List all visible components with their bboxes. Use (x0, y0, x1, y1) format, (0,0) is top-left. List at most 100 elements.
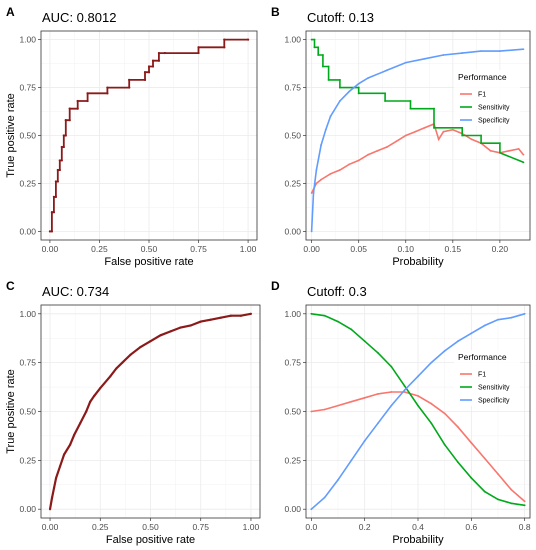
series-point-sensitivity (313, 46, 316, 49)
plot-marks (48, 38, 250, 233)
series-point-f1 (451, 128, 454, 131)
series-point-specificity (310, 230, 313, 233)
roc-point (69, 443, 72, 446)
y-tick-label: 0.00 (19, 226, 36, 236)
panel-b: B Cutoff: 0.13 0.00 0.05 0.10 0.15 0.20 0.00 0.2… (271, 5, 531, 268)
series-point-f1 (350, 400, 353, 403)
x-tick-label: 0.10 (397, 244, 414, 254)
roc-point (64, 119, 67, 122)
y-tick-label: 0.50 (284, 131, 301, 141)
series-point-sensitivity (483, 490, 486, 493)
y-tick-label: 0.50 (19, 131, 36, 141)
series-point-f1 (457, 426, 459, 429)
series-point-sensitivity (327, 65, 330, 68)
x-tick-label: 0.50 (142, 522, 159, 532)
x-tick-label: 0.15 (445, 244, 462, 254)
series-point-f1 (404, 134, 407, 137)
series-point-sensitivity (377, 351, 379, 354)
series-point-f1 (377, 393, 379, 395)
panel-title: Cutoff: 0.3 (307, 284, 367, 299)
roc-point (50, 496, 54, 499)
series-point-f1 (497, 473, 499, 475)
roc-point (143, 71, 147, 74)
legend-label-sensitivity: Sensitivity (478, 385, 510, 392)
roc-point (50, 230, 53, 233)
series-point-specificity (348, 90, 351, 93)
series-point-sensitivity (470, 477, 473, 479)
roc-point (147, 71, 151, 74)
roc-point (139, 345, 142, 349)
series-point-f1 (323, 408, 326, 411)
x-tick-label: 0.4 (412, 522, 424, 532)
series-point-sensitivity (327, 78, 330, 81)
legend-label-f1: F1 (478, 372, 486, 379)
roc-point (157, 51, 161, 55)
series-point-sensitivity (357, 86, 360, 89)
roc-point (106, 92, 109, 95)
series-point-sensitivity (417, 404, 419, 407)
roc-point (68, 107, 71, 110)
roc-point (223, 46, 226, 49)
roc-point (143, 78, 147, 81)
y-tick-label: 0.00 (284, 226, 301, 236)
series-point-f1 (522, 153, 525, 156)
roc-point (48, 230, 52, 233)
roc-point (58, 168, 61, 172)
legend-background (454, 350, 520, 406)
series-point-specificity (442, 54, 445, 56)
y-axis-title: True positive rate (5, 93, 17, 178)
x-tick-label: 0.00 (42, 244, 59, 254)
roc-point (147, 65, 151, 68)
roc-point (62, 145, 65, 149)
series-point-f1 (395, 140, 398, 143)
series-point-f1 (348, 163, 351, 166)
series-point-specificity (357, 82, 360, 85)
x-tick-label: 0.0 (305, 522, 317, 532)
plot-marks (48, 312, 253, 511)
roc-point (151, 59, 155, 62)
series-point-sensitivity (498, 142, 501, 145)
roc-point (86, 92, 89, 95)
series-point-f1 (430, 402, 433, 405)
series-point-specificity (404, 61, 407, 64)
series-point-sensitivity (350, 328, 353, 331)
roc-point (76, 99, 79, 103)
series-point-sensitivity (310, 312, 313, 315)
x-tick-label: 0.25 (91, 244, 108, 254)
x-tick-label: 0.6 (465, 522, 477, 532)
roc-point (58, 465, 62, 468)
roc-point (197, 51, 200, 55)
roc-point (73, 433, 76, 437)
series-point-f1 (363, 396, 366, 399)
series-point-sensitivity (337, 320, 339, 323)
roc-point (48, 508, 52, 511)
roc-point (109, 375, 112, 378)
x-axis-title: Probability (392, 534, 444, 546)
y-axis-title: True positive rate (5, 369, 17, 454)
series-point-sensitivity (322, 54, 324, 56)
roc-point (64, 134, 67, 137)
roc-point (86, 99, 89, 103)
plot-marks (310, 38, 525, 233)
legend-title: Performance (458, 72, 507, 82)
roc-point (54, 180, 57, 183)
legend-label-specificity: Specificity (478, 398, 510, 405)
x-axis-title: False positive rate (106, 534, 195, 546)
roc-point (239, 314, 243, 317)
x-tick-label: 0.75 (190, 244, 207, 254)
roc-point (199, 320, 202, 323)
series-point-specificity (337, 478, 339, 481)
series-point-specificity (312, 192, 315, 194)
legend-title: Performance (458, 352, 507, 362)
series-point-sensitivity (338, 86, 341, 89)
y-tick-label: 1.00 (284, 309, 301, 319)
series-point-sensitivity (457, 461, 459, 464)
y-tick-label: 1.00 (19, 309, 36, 319)
series-point-specificity (367, 77, 370, 79)
roc-point (121, 361, 124, 364)
series-point-specificity (497, 318, 499, 321)
panel-letter: D (271, 279, 280, 293)
series-point-sensitivity (510, 502, 513, 505)
series-point-f1 (414, 130, 417, 133)
series-point-f1 (442, 130, 445, 133)
